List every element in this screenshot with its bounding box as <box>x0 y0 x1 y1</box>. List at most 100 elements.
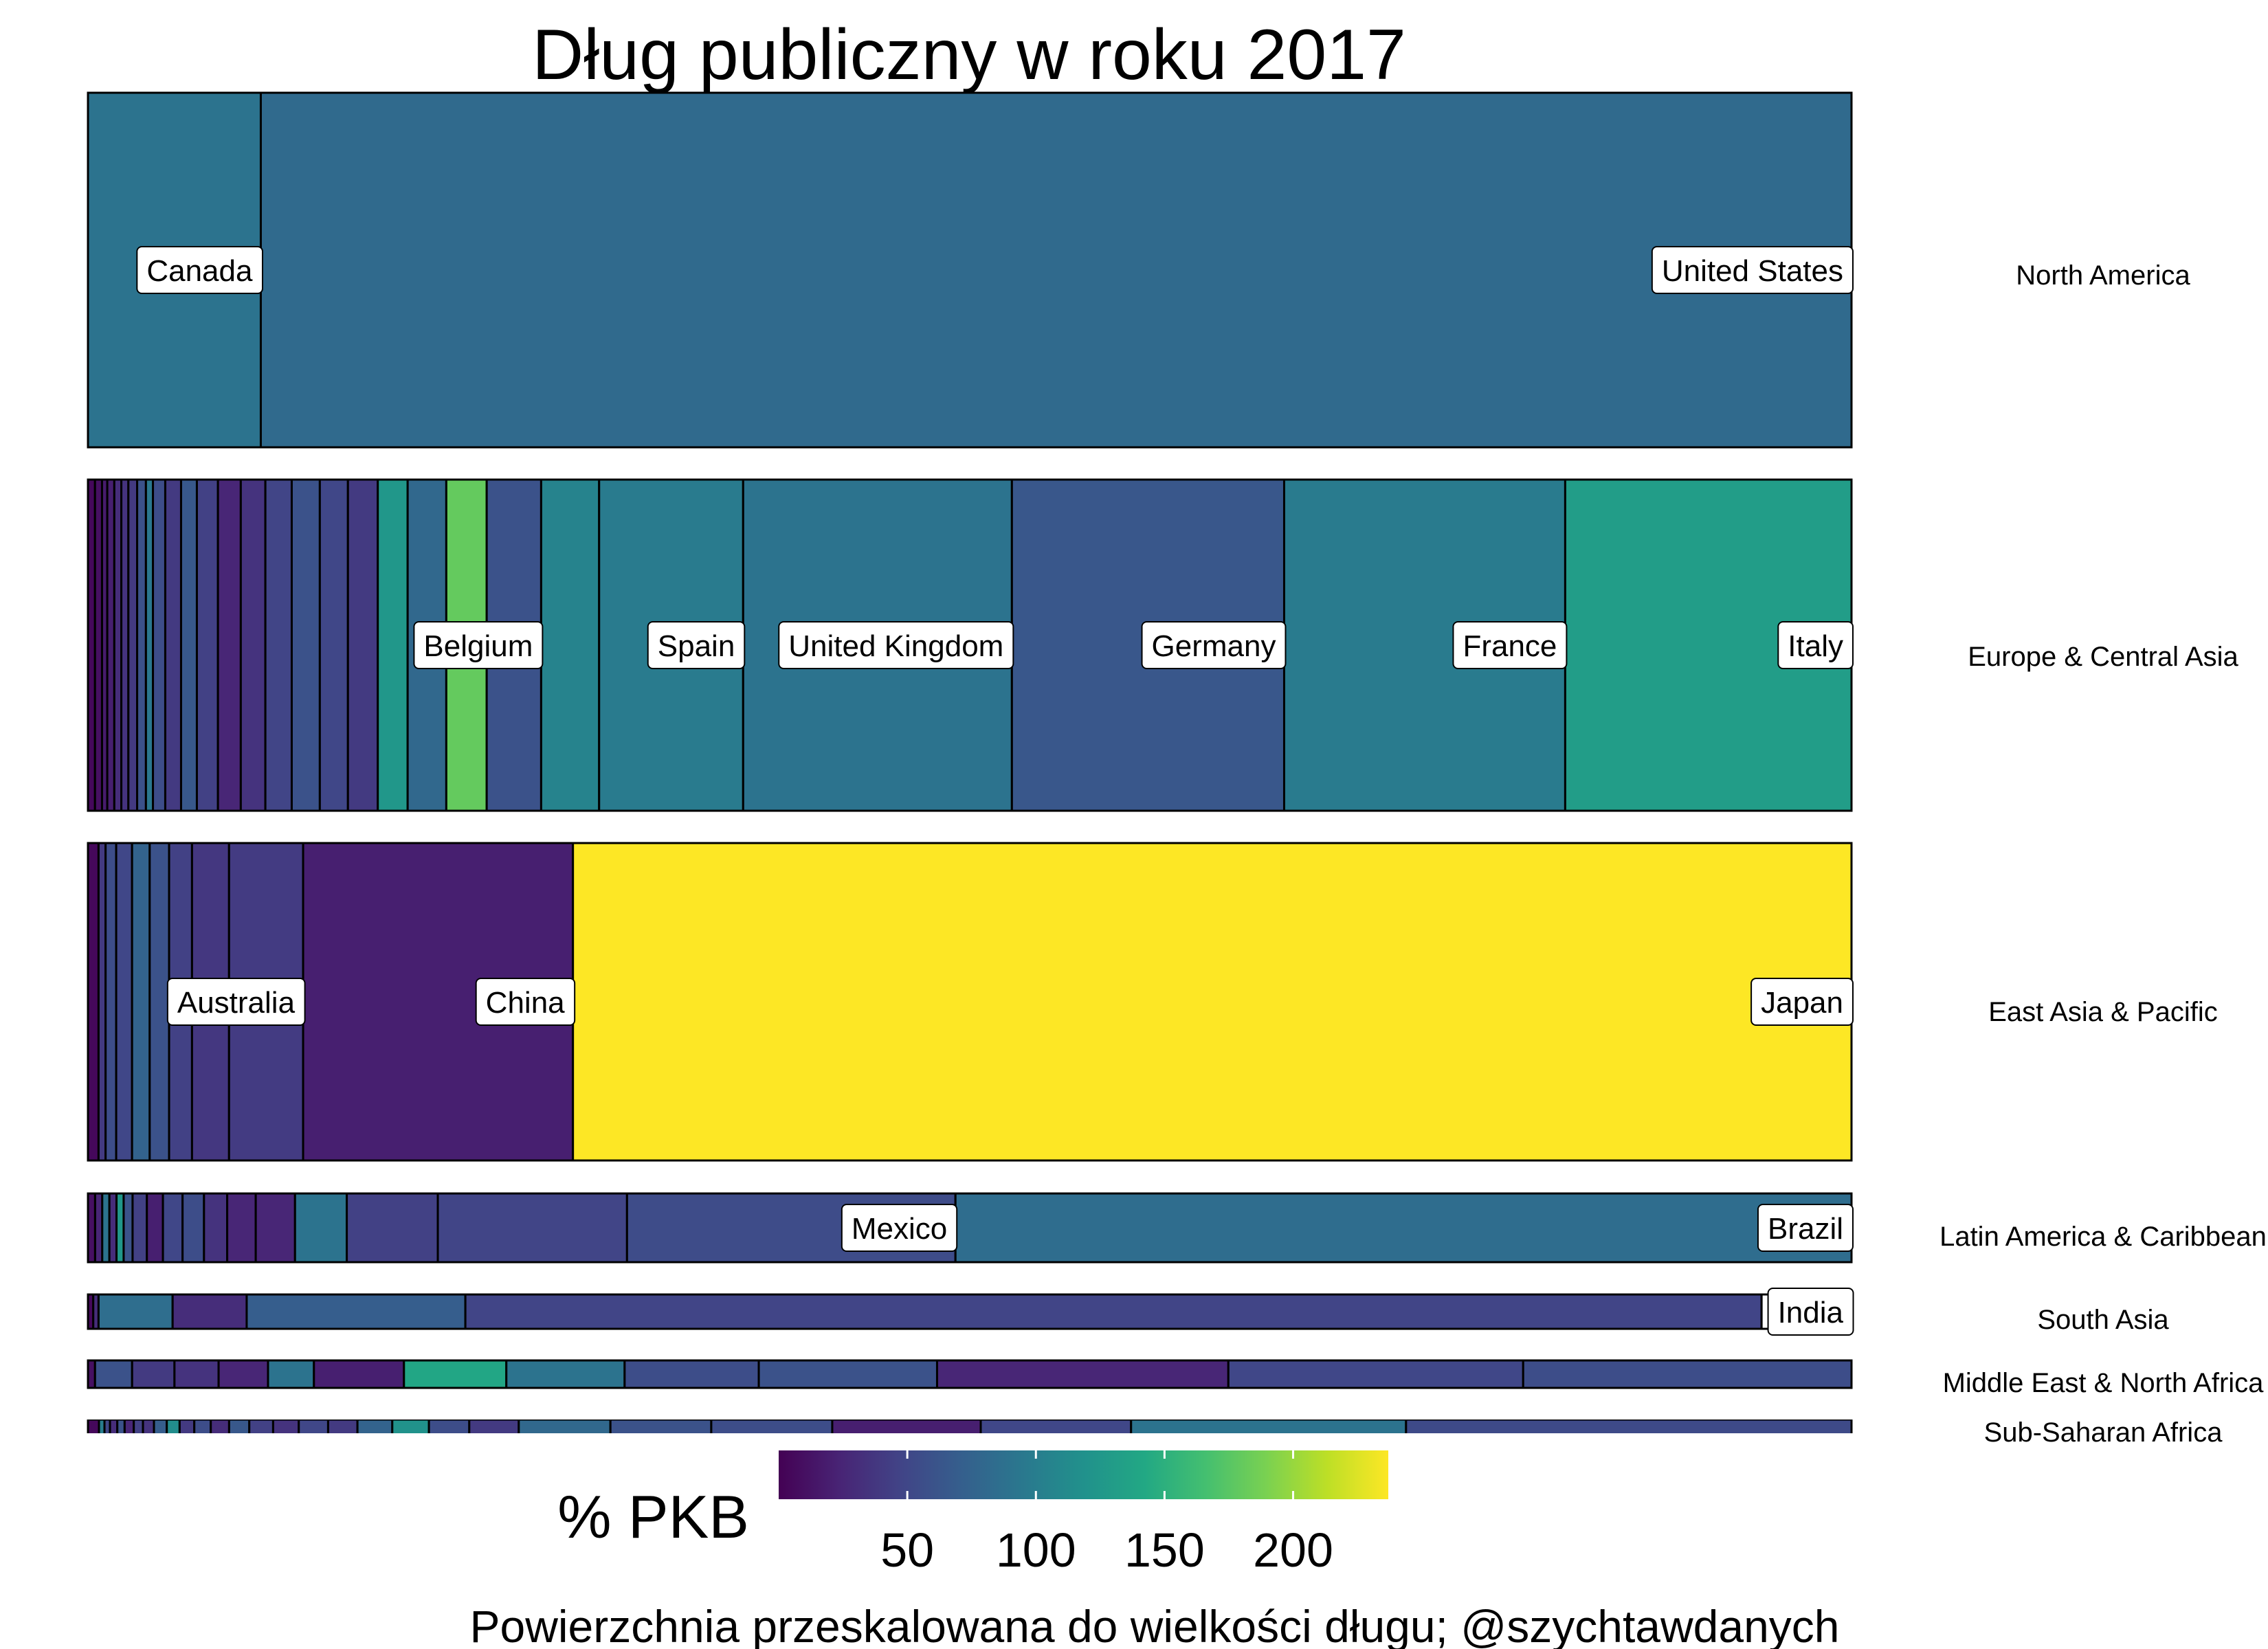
country-label: Italy <box>1788 629 1843 663</box>
country-tile <box>103 1420 111 1433</box>
country-tile <box>127 478 139 812</box>
country-label: Brazil <box>1768 1212 1843 1246</box>
legend-tick-label: 200 <box>1253 1523 1333 1577</box>
legend-title: % PKB <box>557 1483 749 1551</box>
country-tile <box>518 1420 612 1433</box>
region-label: Europe & Central Asia <box>1968 642 2238 672</box>
country-tile <box>87 478 96 812</box>
country-tile <box>178 1420 196 1433</box>
country-label: France <box>1463 629 1557 663</box>
country-tile <box>318 478 349 812</box>
country-tile <box>136 478 147 812</box>
country-label-box <box>841 1204 958 1252</box>
country-tile <box>164 478 182 812</box>
country-tile <box>623 1359 760 1389</box>
region-label: East Asia & Pacific <box>1988 997 2217 1027</box>
country-tile <box>505 1359 626 1389</box>
country-tile <box>133 1420 144 1433</box>
country-label-box <box>1452 621 1568 669</box>
country-label: Australia <box>177 986 296 1020</box>
colorbar-legend: % PKB 50 100 150 200 <box>557 1450 1388 1577</box>
country-label: Mexico <box>852 1212 947 1246</box>
country-tile <box>271 1420 300 1433</box>
legend-tick-label: 150 <box>1124 1523 1205 1577</box>
country-label: Japan <box>1761 986 1843 1020</box>
country-label-box <box>1651 246 1854 294</box>
country-tile <box>436 1192 628 1264</box>
country-tile <box>195 478 219 812</box>
country-tile <box>264 478 293 812</box>
legend-tick-label: 50 <box>880 1523 934 1577</box>
legend-ticks: 50 100 150 200 <box>880 1450 1333 1577</box>
country-label-box <box>475 978 576 1026</box>
chart-caption: Powierzchnia przeskalowana do wielkości … <box>470 1601 1840 1649</box>
country-tile <box>122 1192 134 1264</box>
country-tile <box>179 478 198 812</box>
country-tile <box>979 1420 1133 1433</box>
country-tile <box>108 1192 118 1264</box>
country-tile <box>227 1420 251 1433</box>
country-tile <box>1130 1420 1408 1433</box>
region-label: North America <box>2016 260 2190 291</box>
country-label-box <box>778 621 1014 669</box>
country-tile <box>115 842 133 1162</box>
country-label: United States <box>1662 254 1843 288</box>
country-tile <box>248 1420 274 1433</box>
country-tile <box>193 1420 212 1433</box>
region-row <box>87 842 1853 1162</box>
country-tile <box>106 478 115 812</box>
country-tile <box>313 1359 405 1389</box>
country-tile <box>144 478 155 812</box>
country-label: Spain <box>658 629 735 663</box>
region-label: Sub-Saharan Africa <box>1984 1417 2223 1448</box>
country-label: United Kingdom <box>788 629 1003 663</box>
country-tile <box>346 478 379 812</box>
region-labels: North America Europe & Central Asia East A… <box>1939 260 2267 1448</box>
country-tile <box>146 1192 164 1264</box>
country-tile <box>131 1192 148 1264</box>
country-label-box <box>1757 1204 1854 1252</box>
region-label: South Asia <box>2037 1305 2169 1335</box>
country-tile <box>217 1359 269 1389</box>
region-row <box>87 91 1853 449</box>
treemap-rows <box>87 91 1853 1433</box>
country-tile <box>115 1192 125 1264</box>
country-label: India <box>1778 1296 1844 1330</box>
region-label: Middle East & North Africa <box>1943 1368 2265 1398</box>
country-label-box <box>136 246 263 294</box>
country-tile <box>757 1359 938 1389</box>
country-tile <box>203 1192 229 1264</box>
country-tile <box>259 91 1853 449</box>
country-tile <box>120 478 130 812</box>
country-label-box <box>413 621 544 669</box>
country-tile <box>131 842 151 1162</box>
country-tile <box>226 1192 257 1264</box>
country-tile <box>87 1420 100 1433</box>
country-tile <box>831 1420 982 1433</box>
country-tile <box>427 1420 471 1433</box>
region-label: Latin America & Caribbean <box>1939 1222 2267 1252</box>
country-tile <box>93 1359 133 1389</box>
region-row <box>87 1192 1853 1264</box>
country-tile <box>116 1420 126 1433</box>
country-label-box <box>1767 1288 1854 1336</box>
country-tile <box>101 1192 111 1264</box>
country-label: China <box>486 986 565 1020</box>
country-tile <box>93 478 103 812</box>
country-label-box <box>647 621 746 669</box>
country-tile <box>710 1420 834 1433</box>
country-tile <box>391 1420 430 1433</box>
country-tile <box>98 1420 106 1433</box>
country-tile <box>152 478 166 812</box>
country-tile <box>572 842 1853 1162</box>
country-tile <box>216 478 242 812</box>
country-label-box <box>1777 621 1854 669</box>
country-tile <box>1522 1359 1853 1389</box>
country-tile <box>298 1420 329 1433</box>
country-tile <box>464 1293 1763 1330</box>
country-label: Belgium <box>423 629 533 663</box>
country-tile <box>173 1359 220 1389</box>
country-tile <box>131 1359 176 1389</box>
country-tile <box>293 1192 348 1264</box>
country-tile <box>326 1420 359 1433</box>
